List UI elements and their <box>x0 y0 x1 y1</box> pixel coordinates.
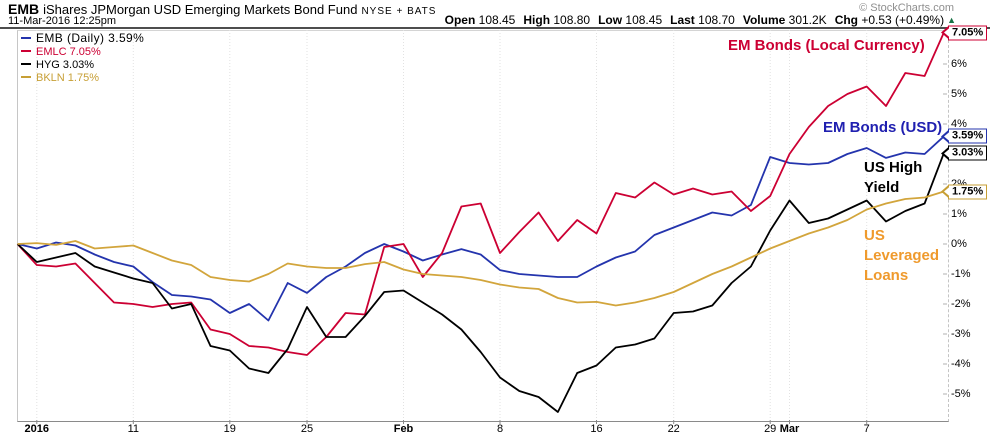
y-axis-label: -1% <box>951 268 971 280</box>
quote-value-open: 108.45 <box>475 13 516 27</box>
y-axis-label: 4% <box>951 118 967 130</box>
chart-timestamp: 11-Mar-2016 12:25pm <box>8 15 117 27</box>
chg-up-arrow-icon: ▲ <box>947 15 956 25</box>
x-axis-label: 7 <box>863 423 870 435</box>
series-line-emlc <box>16 32 945 356</box>
quote-label-low: Low <box>598 13 623 27</box>
x-axis-label: 16 <box>590 423 603 435</box>
last-value-tag: 1.75% <box>941 184 988 199</box>
chart-header: EMB iShares JPMorgan USD Emerging Markets… <box>8 1 436 19</box>
legend-dash-icon <box>21 63 31 65</box>
legend-dash-icon <box>21 50 31 52</box>
tag-pointer-inner <box>944 186 950 197</box>
quote-value-chg: +0.53 (+0.49%) <box>858 13 945 27</box>
y-axis-label: 1% <box>951 208 967 220</box>
fund-name: iShares JPMorgan USD Emerging Markets Bo… <box>43 2 358 17</box>
legend-dash-icon <box>21 37 31 39</box>
annotation-em-bonds-usd: EM Bonds (USD) <box>823 119 943 136</box>
quote-label-last: Last <box>670 13 695 27</box>
legend-label: HYG 3.03% <box>36 59 95 71</box>
legend-label: BKLN 1.75% <box>36 72 99 84</box>
plot-area <box>17 30 949 422</box>
last-value-tag: 3.59% <box>941 128 988 144</box>
legend-dash-icon <box>21 76 31 78</box>
quote-value-low: 108.45 <box>622 13 663 27</box>
tag-pointer-inner <box>944 27 950 38</box>
y-axis-label: -3% <box>951 328 971 340</box>
series-line-bkln <box>17 190 945 307</box>
exchange-label: NYSE + BATS <box>361 6 437 17</box>
x-axis-label: 2016 <box>24 423 50 435</box>
legend-item: HYG 3.03% <box>21 59 144 72</box>
y-axis-label: -2% <box>951 298 971 310</box>
x-axis-label: 11 <box>127 423 140 435</box>
annotation-us-leveraged-loans: US Leveraged Loans <box>864 227 940 284</box>
quote-label-chg: Chg <box>834 13 859 27</box>
quote-value-volume: 301.2K <box>785 13 827 27</box>
legend-item: BKLN 1.75% <box>21 72 144 85</box>
x-axis-label: Mar <box>779 423 800 435</box>
legend-item: EMLC 7.05% <box>21 46 144 59</box>
x-axis-label: Feb <box>393 423 414 435</box>
header-divider <box>0 27 990 29</box>
y-axis-label: 6% <box>951 58 967 70</box>
tag-pointer-inner <box>944 131 950 142</box>
annotation-em-bonds-local-currency: EM Bonds (Local Currency) <box>728 37 925 54</box>
annotation-us-high-yield: US High Yield <box>864 159 923 196</box>
quote-value-high: 108.80 <box>550 13 591 27</box>
quote-label-volume: Volume <box>742 13 786 27</box>
y-axis-label: 5% <box>951 88 967 100</box>
x-axis-label: 19 <box>223 423 236 435</box>
x-axis-label: 22 <box>667 423 680 435</box>
series-line-hyg <box>16 152 945 413</box>
quote-value-last: 108.70 <box>694 13 735 27</box>
last-value-tag: 7.05% <box>941 25 988 40</box>
legend-label: EMB (Daily) 3.59% <box>36 31 145 45</box>
chart-legend: EMB (Daily) 3.59% EMLC 7.05% HYG 3.03% BKLN… <box>21 31 144 85</box>
y-axis-label: 0% <box>951 238 967 250</box>
quote-label-open: Open <box>444 13 476 27</box>
x-axis-label: 8 <box>496 423 504 435</box>
quote-label-high: High <box>523 13 551 27</box>
x-axis-label: 25 <box>300 423 314 435</box>
stockcharts-copyright: © StockCharts.com <box>859 2 954 14</box>
tag-pointer-inner <box>944 148 950 159</box>
last-value-tag: 3.03% <box>941 145 988 161</box>
legend-label: EMLC 7.05% <box>36 46 101 58</box>
quote-summary-bar: Open 108.45 High 108.80 Low 108.45 Last 108… <box>437 13 956 27</box>
ticker-symbol: EMB <box>8 1 40 17</box>
y-axis-label: -5% <box>951 388 971 400</box>
series-line-emb <box>17 135 945 322</box>
x-axis-label: 29 <box>764 423 777 435</box>
y-axis-label: -4% <box>951 358 971 370</box>
legend-item: EMB (Daily) 3.59% <box>21 31 144 46</box>
